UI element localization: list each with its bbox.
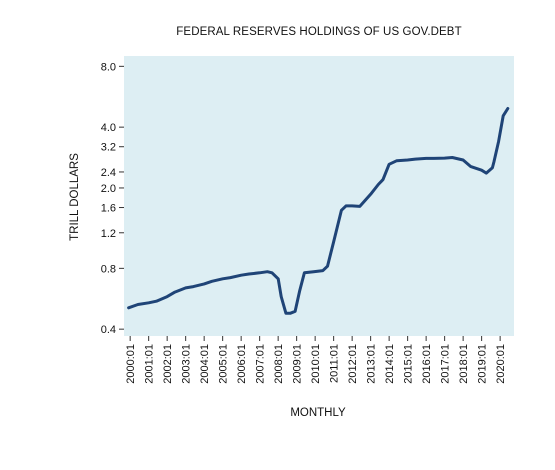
x-tick-label: 2008:01 <box>273 344 285 384</box>
x-tick-label: 2019:01 <box>477 344 489 384</box>
x-axis-label: MONTHLY <box>290 407 346 419</box>
x-tick-label: 2017:01 <box>440 344 452 384</box>
chart-title: FEDERAL RESERVES HOLDINGS OF US GOV.DEBT <box>176 26 461 38</box>
x-tick-label: 2012:01 <box>347 344 359 384</box>
y-axis: 0.4 0.8 1.2 1.6 2.0 2.4 3.2 4.0 8.0 <box>101 61 124 336</box>
y-tick-label: 8.0 <box>101 61 116 73</box>
y-axis-label: TRILL DOLLARS <box>69 153 81 241</box>
x-tick-label: 2003:01 <box>181 344 193 384</box>
series-line <box>127 107 510 315</box>
x-tick-label: 2011:01 <box>329 344 341 383</box>
y-tick-label: 0.8 <box>101 263 116 275</box>
x-tick-label: 2007:01 <box>255 344 267 384</box>
x-tick-label: 2018:01 <box>458 344 470 384</box>
y-tick-label: 3.2 <box>101 142 116 154</box>
x-tick-label: 2016:01 <box>421 344 433 384</box>
x-tick-label: 2010:01 <box>310 344 322 384</box>
x-tick-label: 2005:01 <box>218 344 230 384</box>
y-tick-label: 2.0 <box>101 183 116 195</box>
x-tick-label: 2002:01 <box>162 344 174 384</box>
x-axis: 2000:01 2001:01 2002:01 2003:01 2004:01 2005:… <box>125 336 507 384</box>
x-tick-label: 2001:01 <box>144 344 156 384</box>
x-tick-label: 2006:01 <box>236 344 248 384</box>
x-tick-label: 2014:01 <box>384 344 396 384</box>
y-tick-label: 1.6 <box>101 203 116 215</box>
x-tick-label: 2013:01 <box>366 344 378 384</box>
x-tick-label: 2020:01 <box>495 344 507 384</box>
y-tick-label: 2.4 <box>101 167 116 179</box>
x-tick-label: 2009:01 <box>292 344 304 384</box>
y-tick-label: 4.0 <box>101 122 116 134</box>
plot-area <box>124 56 514 336</box>
y-tick-label: 1.2 <box>101 228 116 240</box>
x-tick-label: 2000:01 <box>125 344 137 384</box>
y-tick-label: 0.4 <box>101 324 116 336</box>
x-tick-label: 2015:01 <box>403 344 415 384</box>
x-tick-label: 2004:01 <box>199 344 211 384</box>
